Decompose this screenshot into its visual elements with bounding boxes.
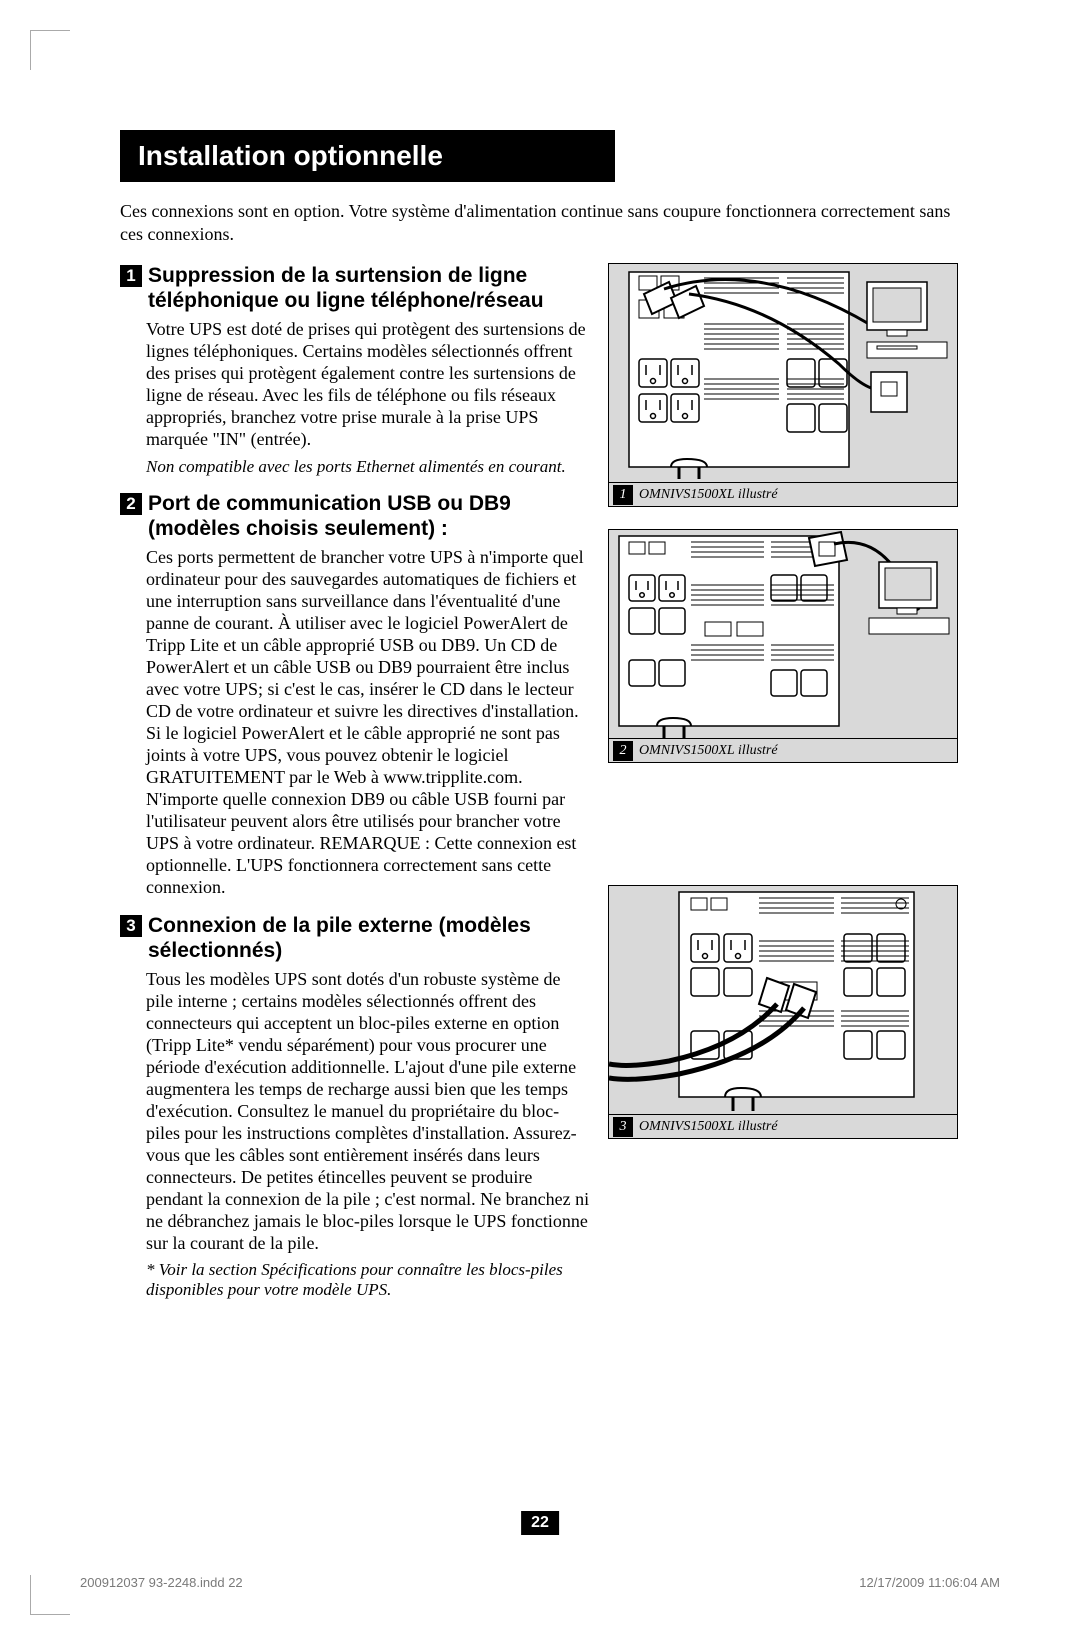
footer-left: 200912037 93-2248.indd 22 <box>80 1575 243 1590</box>
figure-3-caption-bar: 3 OMNIVS1500XL illustré <box>609 1114 957 1138</box>
page-number: 22 <box>521 1511 559 1535</box>
number-box-3: 3 <box>120 915 142 937</box>
figure-column: 1 OMNIVS1500XL illustré <box>608 263 958 1300</box>
ups-diagram-1 <box>609 264 957 482</box>
intro-text: Ces connexions sont en option. Votre sys… <box>120 200 960 245</box>
number-box-2: 2 <box>120 493 142 515</box>
ups-diagram-2 <box>609 530 957 738</box>
figure-2-caption: OMNIVS1500XL illustré <box>639 743 778 759</box>
section-2-title: Port de communication USB ou DB9 (modèle… <box>148 491 590 541</box>
figure-3-caption: OMNIVS1500XL illustré <box>639 1119 778 1135</box>
figure-1-caption: OMNIVS1500XL illustré <box>639 487 778 503</box>
figure-2-caption-bar: 2 OMNIVS1500XL illustré <box>609 738 957 762</box>
figure-1: 1 OMNIVS1500XL illustré <box>608 263 958 507</box>
footer-right: 12/17/2009 11:06:04 AM <box>859 1575 1000 1590</box>
figure-2: 2 OMNIVS1500XL illustré <box>608 529 958 763</box>
section-3-note: * Voir la section Spécifications pour co… <box>146 1260 590 1300</box>
section-1-body: Votre UPS est doté de prises qui protège… <box>146 319 590 451</box>
figure-3: 3 OMNIVS1500XL illustré <box>608 885 958 1139</box>
two-column-layout: 1 Suppression de la surtension de ligne … <box>120 263 960 1300</box>
section-3-heading: 3 Connexion de la pile externe (modèles … <box>120 913 590 963</box>
section-1-title: Suppression de la surtension de ligne té… <box>148 263 590 313</box>
figure-3-num: 3 <box>613 1117 633 1137</box>
section-1-heading: 1 Suppression de la surtension de ligne … <box>120 263 590 313</box>
section-header: Installation optionnelle <box>120 130 615 182</box>
figure-2-num: 2 <box>613 741 633 761</box>
section-3-body: Tous les modèles UPS sont dotés d'un rob… <box>146 969 590 1254</box>
figure-1-num: 1 <box>613 485 633 505</box>
header-title: Installation optionnelle <box>138 140 443 171</box>
section-2-heading: 2 Port de communication USB ou DB9 (modè… <box>120 491 590 541</box>
section-2-body: Ces ports permettent de brancher votre U… <box>146 547 590 898</box>
ups-diagram-3 <box>609 886 957 1114</box>
text-column: 1 Suppression de la surtension de ligne … <box>120 263 590 1300</box>
crop-mark-top-left <box>30 30 70 70</box>
number-box-1: 1 <box>120 265 142 287</box>
section-1-note: Non compatible avec les ports Ethernet a… <box>146 457 590 477</box>
section-3-title: Connexion de la pile externe (modèles sé… <box>148 913 590 963</box>
page-content: Installation optionnelle Ces connexions … <box>120 130 960 1300</box>
figure-1-caption-bar: 1 OMNIVS1500XL illustré <box>609 482 957 506</box>
crop-mark-bottom-left <box>30 1575 70 1615</box>
